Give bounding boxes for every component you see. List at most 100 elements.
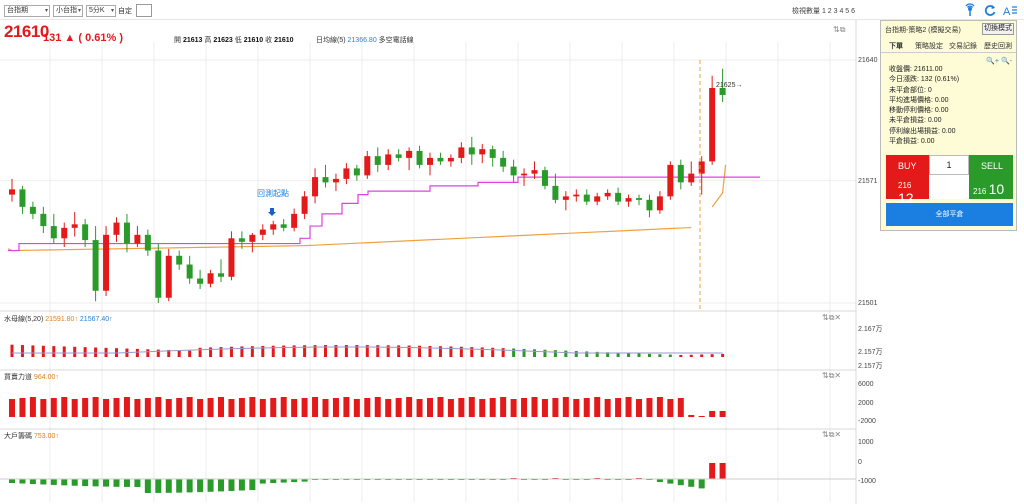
open-label: 開 (174, 37, 181, 44)
sub2-controls[interactable]: ⇅⧉✕ (822, 371, 842, 380)
interval-select[interactable]: 5分K ▾ (86, 5, 116, 17)
jellyfish-line (12, 346, 723, 354)
whale-bar (92, 479, 99, 487)
jellyfish-bar (543, 349, 547, 357)
tab-strategy-settings[interactable]: 策略設定 (915, 43, 943, 50)
switch-mode-button[interactable]: 切換模式 (982, 23, 1014, 35)
force-bar (594, 397, 601, 417)
force-bar (458, 398, 465, 417)
candle-body (427, 157, 433, 165)
force-bar (270, 398, 277, 417)
candle-body (594, 196, 601, 202)
force-bar (552, 398, 559, 417)
font-size-icon[interactable]: A (1003, 3, 1017, 17)
signal-icon[interactable] (963, 3, 977, 17)
down-arrow-icon (268, 208, 276, 216)
force-bar (656, 397, 663, 417)
candle-body (165, 255, 172, 298)
view-count-selector[interactable]: 檢視數量 1 2 3 4 5 6 (792, 8, 856, 15)
high-label: 高 (204, 37, 212, 44)
refresh-icon[interactable] (983, 3, 997, 17)
jellyfish-bar (616, 352, 620, 357)
sub1-y-label: 2.157万 (858, 349, 883, 356)
force-bar (385, 399, 392, 417)
candle-body (197, 278, 204, 284)
force-bar (9, 399, 15, 417)
jellyfish-bar (282, 345, 286, 357)
candle-body (123, 222, 130, 244)
ma-label: 日均線(5) (316, 37, 346, 44)
jellyfish-bar (344, 345, 348, 357)
candle-body (92, 240, 99, 291)
force-bar (207, 398, 214, 417)
force-bar (573, 399, 580, 417)
candle-body (479, 149, 486, 155)
force-bar (646, 398, 653, 417)
info-stop-exit-pnl: 停利線出場損益: 0.00 (889, 127, 956, 135)
force-bar (123, 397, 130, 417)
market-select[interactable]: 台指期 ▾ (4, 5, 50, 17)
candle-body (646, 199, 653, 211)
candle-body (270, 224, 277, 230)
candle-body (468, 147, 475, 155)
force-bar (322, 399, 329, 417)
candle-body (144, 234, 151, 251)
sub1-value-1: 21591.80↑ (45, 316, 78, 323)
product-select[interactable]: 小台指 ▾ (53, 5, 83, 17)
candle-body (29, 206, 36, 214)
jellyfish-bar (700, 354, 704, 357)
force-bar (510, 399, 517, 417)
close-all-button[interactable]: 全部平倉 (886, 203, 1013, 226)
sub3-controls[interactable]: ⇅⧉✕ (822, 430, 842, 439)
force-bar (447, 399, 454, 417)
force-bar (165, 399, 172, 417)
force-bar (332, 398, 339, 417)
custom-input[interactable] (136, 4, 152, 17)
sub1-controls[interactable]: ⇅⧉✕ (822, 313, 842, 322)
candle-body (500, 157, 507, 167)
whale-bar (207, 479, 214, 492)
buy-button[interactable]: BUY 216 12 (886, 155, 929, 206)
whale-bar (134, 479, 141, 487)
main-chart-controls[interactable]: ⇅⧉ (833, 25, 846, 34)
force-bar (562, 397, 569, 417)
sell-label: SELL (981, 161, 1004, 171)
jellyfish-bar (31, 345, 35, 357)
sell-button[interactable]: SELL 216 10 (969, 155, 1013, 199)
jellyfish-bar (658, 354, 662, 357)
low-label: 低 (234, 37, 242, 44)
tab-trade-records[interactable]: 交易記錄 (949, 43, 977, 50)
whale-bar (40, 479, 47, 485)
panel-title: 台指期-策略2 (模擬交易) (885, 27, 961, 34)
candle-body (583, 194, 590, 202)
jellyfish-bar (20, 345, 24, 357)
chevron-down-icon: ▾ (110, 8, 114, 14)
sub2-title: 買賣力道 964.00↑ (4, 372, 59, 382)
force-bar (395, 398, 402, 417)
last-price: 21610 (4, 22, 49, 41)
force-bar (343, 397, 350, 417)
backtest-start-label: 回測起點 (257, 188, 289, 198)
custom-label: 自定 (118, 8, 132, 15)
force-bar (583, 398, 590, 417)
tab-backtest-history[interactable]: 歷史回測 (984, 43, 1012, 50)
jellyfish-bar (292, 345, 296, 357)
force-bar (479, 399, 486, 417)
jellyfish-bar (156, 349, 160, 357)
tab-order[interactable]: 下單 (889, 43, 903, 50)
strategy-panel: 台指期-策略2 (模擬交易) 切換模式 下單 策略設定 交易記錄 歷史回測 🔍+… (880, 20, 1017, 231)
whale-bar (123, 479, 130, 487)
zoom-controls[interactable]: 🔍+ 🔍- (986, 58, 1012, 65)
candle-body (259, 229, 266, 235)
quantity-input[interactable]: 1 (929, 155, 969, 175)
jellyfish-bar (512, 348, 516, 357)
candle-body (50, 226, 57, 239)
candle-body (291, 213, 298, 228)
chart-canvas[interactable]: 回測起點 21625→ (0, 20, 880, 504)
jellyfish-bar (324, 345, 327, 357)
high-value: 21623 (213, 37, 233, 44)
quantity-spacer (929, 175, 969, 199)
sub2-y-label: -2000 (858, 418, 876, 425)
jellyfish-bar (647, 353, 651, 357)
info-trailing-stop: 移動停利價格: 0.00 (889, 107, 949, 115)
